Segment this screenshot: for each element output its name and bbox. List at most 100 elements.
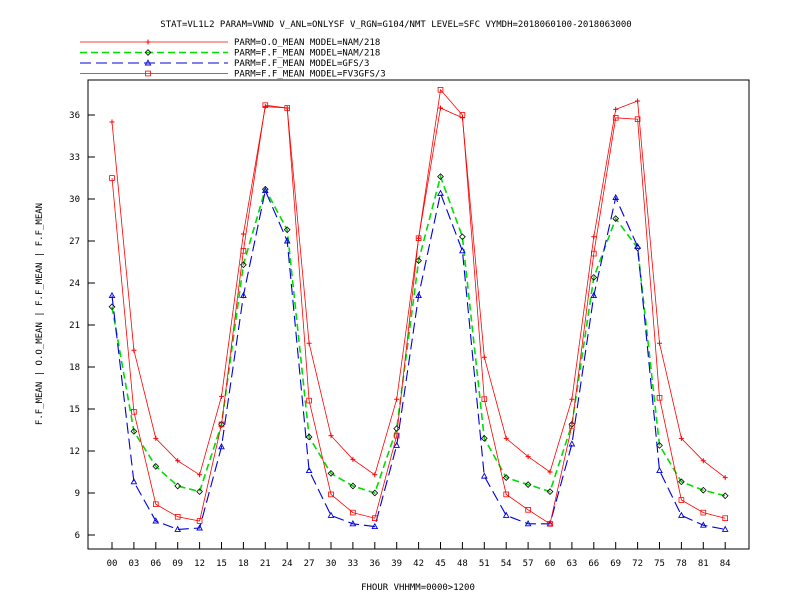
data-point <box>546 488 554 495</box>
x-tick-label: 06 <box>150 559 161 569</box>
data-point <box>415 235 422 242</box>
x-tick-label: 21 <box>260 559 271 569</box>
data-point <box>569 422 575 429</box>
data-point <box>438 105 443 111</box>
x-tick-label: 51 <box>479 559 490 569</box>
data-point <box>502 474 510 481</box>
data-point <box>240 291 247 299</box>
data-point <box>175 458 181 464</box>
x-tick-label: 78 <box>676 559 687 569</box>
data-point <box>371 489 379 497</box>
data-point <box>481 396 488 402</box>
x-tick-label: 09 <box>172 559 183 569</box>
x-tick-label: 15 <box>216 559 227 569</box>
data-point <box>196 518 203 524</box>
data-point <box>656 442 663 449</box>
series-4 <box>109 87 728 527</box>
data-point <box>459 247 466 254</box>
data-point <box>108 303 116 311</box>
x-axis-label: FHOUR VHHMM=0000>1200 <box>361 583 475 593</box>
y-tick-label: 18 <box>69 363 80 373</box>
x-tick-label: 54 <box>501 559 512 569</box>
data-point <box>699 521 707 528</box>
x-tick-label: 48 <box>457 559 468 569</box>
data-point <box>174 482 182 490</box>
data-point <box>591 234 597 240</box>
legend-label: PARM=O.O_MEAN MODEL=NAM/218 <box>234 38 380 48</box>
x-tick-label: 18 <box>238 559 249 569</box>
legend: PARM=O.O_MEAN MODEL=NAM/218PARM=F.F_MEAN… <box>80 38 386 80</box>
y-tick-label: 15 <box>69 405 80 415</box>
x-tick-label: 00 <box>107 559 118 569</box>
data-point <box>109 175 115 181</box>
data-point <box>547 521 553 527</box>
x-tick-label: 36 <box>369 559 380 569</box>
data-point <box>591 250 597 257</box>
data-point <box>196 488 203 495</box>
data-point <box>657 340 662 346</box>
data-point <box>218 443 225 450</box>
data-point <box>174 525 182 532</box>
x-tick-label: 60 <box>545 559 556 569</box>
x-tick-label: 45 <box>435 559 446 569</box>
data-point <box>635 98 641 104</box>
data-point <box>284 105 290 111</box>
data-point <box>327 511 335 518</box>
data-point <box>174 514 181 520</box>
data-point <box>524 481 532 488</box>
data-point <box>678 497 685 503</box>
data-point <box>656 394 663 401</box>
chart-title: STAT=VL1L2 PARAM=VWND V_ANL=ONLYSF V_RGN… <box>160 20 631 30</box>
data-point <box>349 482 357 490</box>
data-point <box>612 215 620 222</box>
y-tick-label: 9 <box>75 489 80 499</box>
series-2 <box>108 173 729 500</box>
data-point <box>350 509 356 516</box>
data-point <box>590 291 598 299</box>
x-tick-label: 03 <box>128 559 139 569</box>
data-point <box>721 492 729 500</box>
x-tick-label: 84 <box>720 559 731 569</box>
data-point <box>393 441 401 448</box>
x-tick-label: 12 <box>194 559 205 569</box>
data-point <box>371 522 379 530</box>
data-point <box>437 87 444 93</box>
data-point <box>459 112 466 118</box>
data-point <box>197 472 203 478</box>
data-point <box>394 396 400 402</box>
data-point <box>218 421 225 428</box>
data-point <box>393 425 401 432</box>
data-point <box>218 421 225 428</box>
legend-label: PARM=F.F_MEAN MODEL=GFS/3 <box>234 59 369 69</box>
data-point <box>393 432 400 439</box>
y-tick-label: 30 <box>69 195 80 205</box>
data-point <box>305 466 313 474</box>
y-axis-label: F.F_MEAN | O.O_MEAN | F.F_MEAN | F.F_MEA… <box>35 203 45 425</box>
legend-marker <box>145 70 151 77</box>
data-point <box>480 472 488 479</box>
data-point <box>372 472 378 478</box>
data-point <box>327 470 335 477</box>
data-point <box>502 511 510 518</box>
data-point <box>481 354 487 360</box>
data-point <box>568 440 576 447</box>
series-line <box>111 188 726 530</box>
x-tick-label: 24 <box>282 559 293 569</box>
data-point <box>283 226 291 234</box>
data-point <box>305 433 313 441</box>
y-tick-label: 24 <box>69 279 80 289</box>
x-tick-label: 63 <box>566 559 577 569</box>
data-point <box>590 274 598 281</box>
data-point <box>240 231 246 237</box>
legend-marker <box>145 39 151 45</box>
x-tick-label: 66 <box>588 559 599 569</box>
series-line <box>111 173 726 497</box>
y-tick-label: 21 <box>69 321 80 331</box>
x-axis: 00 03 06 09 12 15 18 21 24 27 30 33 36 39 42 45 48 51 54 57… <box>107 542 731 569</box>
data-point <box>152 517 160 524</box>
data-point <box>262 102 269 109</box>
legend-item: PARM=F.F_MEAN MODEL=NAM/218 <box>80 49 380 59</box>
y-axis: 6 9 12 15 18 21 24 27 30 33 36 <box>69 111 95 541</box>
data-point <box>503 491 509 498</box>
data-point <box>525 454 531 460</box>
